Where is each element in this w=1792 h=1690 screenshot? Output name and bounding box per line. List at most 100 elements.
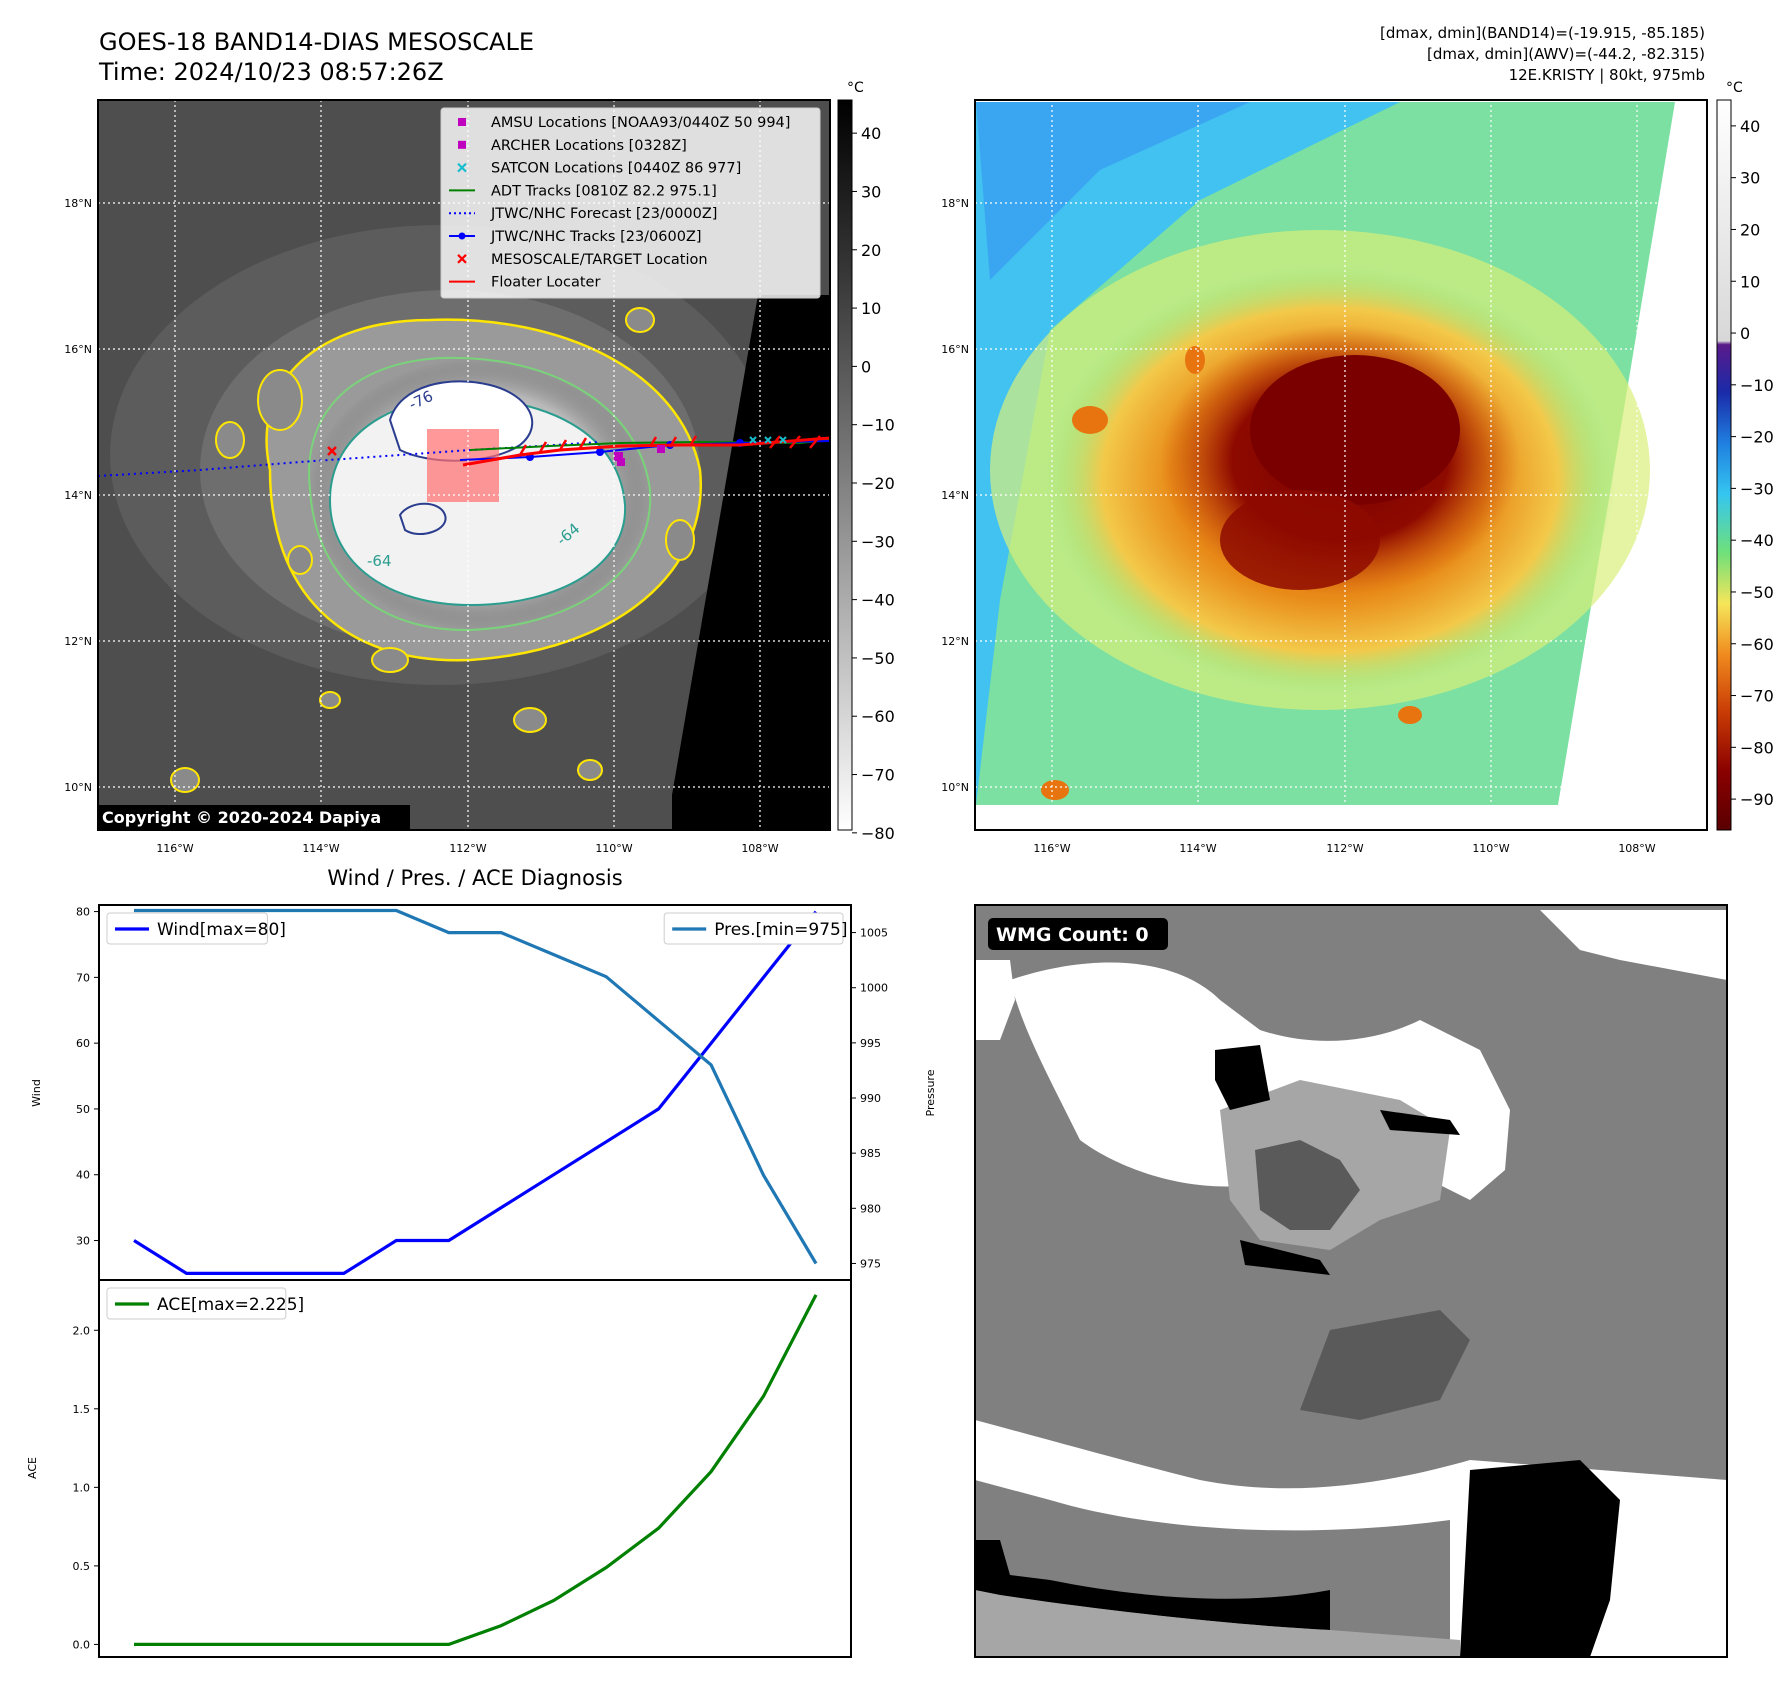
- copyright-text: Copyright © 2020-2024 Dapiya: [102, 808, 381, 827]
- colorbar-tick-label: −80: [861, 824, 895, 843]
- chart-legend-label: Pres.[min=975]: [714, 920, 847, 940]
- wmg-count-label: WMG Count: 0: [996, 924, 1149, 946]
- lon-label-112: 112°W: [449, 842, 486, 855]
- awv-lon-label-114: 114°W: [1179, 842, 1216, 855]
- awv-south-lobe: [1220, 490, 1380, 590]
- y-tick-label: 0.0: [73, 1638, 91, 1651]
- colorbar-tick-label: −20: [1740, 428, 1774, 447]
- ir-lon-labels: 116°W 114°W 112°W 110°W 108°W: [156, 842, 778, 855]
- legend-label: SATCON Locations [0440Z 86 977]: [491, 161, 741, 177]
- colorbar-tick-label: −30: [861, 532, 895, 551]
- map-legend: AMSU Locations [NOAA93/0440Z 50 994] ARCH…: [441, 108, 820, 298]
- y-tick-label: 70: [76, 971, 90, 984]
- y-tick-label: 1.5: [73, 1403, 91, 1416]
- y-tick-label: 80: [76, 906, 90, 919]
- figure-title: GOES-18 BAND14-DIAS MESOSCALE: [99, 28, 534, 56]
- awv-deep-core: [1250, 355, 1460, 505]
- legend-item: ARCHER Locations [0328Z]: [458, 138, 687, 154]
- colorbar-tick-label: 0: [861, 357, 871, 376]
- legend-label: AMSU Locations [NOAA93/0440Z 50 994]: [491, 115, 790, 131]
- y-tick-label: 0.5: [73, 1560, 91, 1573]
- lon-label-114: 114°W: [302, 842, 339, 855]
- awv-lat-label-12: 12°N: [941, 635, 969, 648]
- colorbar-tick-label: −10: [861, 416, 895, 435]
- diagnosis-panel: Wind / Pres. / ACE Diagnosis Wind Pressu…: [26, 866, 937, 1657]
- ace-axis-label: ACE: [26, 1457, 39, 1479]
- legend-label: MESOSCALE/TARGET Location: [491, 252, 708, 268]
- colorbar-tick-label: −50: [861, 649, 895, 668]
- awv-lat-label-18: 18°N: [941, 197, 969, 210]
- ir-map-panel: -76 -64 -64 Copyright © 2020-2024 Dapiya…: [64, 80, 895, 855]
- y2-tick-label: 995: [860, 1037, 881, 1050]
- chart-legend: ACE[max=2.225]: [107, 1288, 304, 1319]
- y-tick-label: 50: [76, 1103, 90, 1116]
- colorbar-tick-label: −40: [861, 591, 895, 610]
- lat-label-10: 10°N: [64, 781, 92, 794]
- legend-label: Floater Locater: [491, 275, 600, 291]
- y2-tick-label: 1000: [860, 982, 888, 995]
- y2-tick-label: 980: [860, 1202, 881, 1215]
- awv-colorbar-scale: [1717, 100, 1731, 830]
- figure-canvas: GOES-18 BAND14-DIAS MESOSCALE Time: 2024…: [0, 0, 1792, 1690]
- awv-lat-labels: 18°N 16°N 14°N 12°N 10°N: [941, 197, 969, 794]
- chart-legend: Wind[max=80]: [107, 913, 286, 944]
- y-tick-label: 30: [76, 1235, 90, 1248]
- floater-box: [427, 429, 499, 502]
- colorbar-tick-label: 30: [1740, 169, 1760, 188]
- colorbar-tick-label: 20: [1740, 220, 1760, 239]
- awv-range: [dmax, dmin](AWV)=(-44.2, -82.315): [1427, 45, 1705, 63]
- legend-label: JTWC/NHC Tracks [23/0600Z]: [490, 229, 702, 245]
- colorbar-tick-label: 10: [861, 299, 881, 318]
- colorbar-tick-label: −40: [1740, 531, 1774, 550]
- y-tick-label: 2.0: [73, 1324, 91, 1337]
- legend-label: ARCHER Locations [0328Z]: [491, 138, 687, 154]
- legend-square-icon: [458, 141, 466, 149]
- awv-map-panel: 18°N 16°N 14°N 12°N 10°N 116°W 114°W 112…: [941, 80, 1774, 855]
- ir-lat-labels: 18°N 16°N 14°N 12°N 10°N: [64, 197, 92, 794]
- colorbar-tick-label: −50: [1740, 583, 1774, 602]
- chart-legend-label: Wind[max=80]: [157, 920, 286, 940]
- ir-colorbar: °C 403020100−10−20−30−40−50−60−70−80: [838, 80, 895, 843]
- pressure-axis-label: Pressure: [924, 1069, 937, 1116]
- legend-dot-icon: [459, 233, 466, 240]
- colorbar-tick-label: −20: [861, 474, 895, 493]
- colorbar-tick-label: 20: [861, 241, 881, 260]
- chart-legend: Pres.[min=975]: [664, 913, 847, 944]
- awv-lon-label-112: 112°W: [1326, 842, 1363, 855]
- contour-label-64-left: -64: [367, 552, 392, 570]
- wind-axis-label: Wind: [30, 1079, 43, 1107]
- colorbar-tick-label: −70: [861, 766, 895, 785]
- colorbar-tick-label: 40: [861, 124, 881, 143]
- colorbar-tick-label: 10: [1740, 272, 1760, 291]
- legend-item: SATCON Locations [0440Z 86 977]: [458, 161, 741, 177]
- awv-lat-label-16: 16°N: [941, 343, 969, 356]
- y-tick-label: 1.0: [73, 1481, 91, 1494]
- lat-label-12: 12°N: [64, 635, 92, 648]
- colorbar-tick-label: −60: [1740, 635, 1774, 654]
- lon-label-110: 110°W: [595, 842, 632, 855]
- ir-colorbar-scale: [838, 100, 852, 830]
- legend-label: JTWC/NHC Forecast [23/0000Z]: [490, 206, 717, 222]
- y2-tick-label: 1005: [860, 927, 888, 940]
- y-tick-label: 40: [76, 1169, 90, 1182]
- diagnosis-title: Wind / Pres. / ACE Diagnosis: [327, 866, 622, 890]
- ir-colorbar-unit: °C: [847, 80, 864, 96]
- awv-lon-labels: 116°W 114°W 112°W 110°W 108°W: [1033, 842, 1655, 855]
- y-tick-label: 60: [76, 1037, 90, 1050]
- lat-label-16: 16°N: [64, 343, 92, 356]
- legend-item: AMSU Locations [NOAA93/0440Z 50 994]: [458, 115, 790, 131]
- y2-tick-label: 990: [860, 1092, 881, 1105]
- y2-tick-label: 975: [860, 1257, 881, 1270]
- band14-range: [dmax, dmin](BAND14)=(-19.915, -85.185): [1380, 24, 1705, 42]
- lat-label-14: 14°N: [64, 489, 92, 502]
- awv-lon-label-116: 116°W: [1033, 842, 1070, 855]
- awv-colorbar: °C 40 30 20 10 0 −10 −20 −30 −40 −50 −60 −70 −80 −90: [1717, 80, 1774, 830]
- y2-tick-label: 985: [860, 1147, 881, 1160]
- colorbar-tick-label: −60: [861, 707, 895, 726]
- colorbar-tick-label: −70: [1740, 687, 1774, 706]
- awv-lat-label-14: 14°N: [941, 489, 969, 502]
- lon-label-108: 108°W: [741, 842, 778, 855]
- colorbar-tick-label: −90: [1740, 790, 1774, 809]
- figure-time: Time: 2024/10/23 08:57:26Z: [98, 58, 444, 86]
- lat-label-18: 18°N: [64, 197, 92, 210]
